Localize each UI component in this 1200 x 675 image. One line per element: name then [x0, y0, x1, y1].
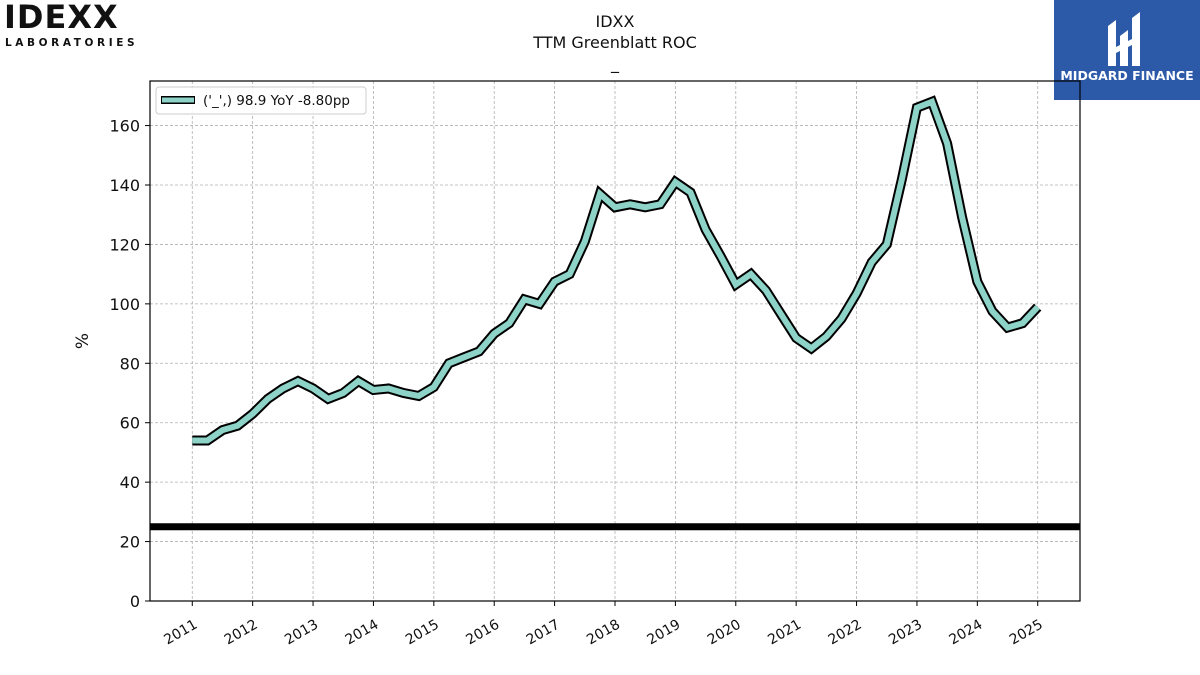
legend-box: [155, 86, 367, 115]
x-tick-label: 2019: [645, 617, 684, 649]
y-tick-label: 20: [120, 533, 140, 552]
x-tick-label: 2015: [403, 617, 442, 649]
chart-subtitle: _: [611, 54, 619, 73]
idexx-logo-wordmark: IDEXX: [4, 0, 119, 36]
y-axis: 0 20 40 60 80 100 120 140 160: [109, 117, 150, 611]
chart-title-ticker: IDXX: [595, 12, 635, 31]
x-tick-label: 2017: [524, 617, 563, 649]
legend-label: ('_',) 98.9 YoY -8.80pp: [203, 93, 350, 109]
midgard-finance-logo: MIDGARD FINANCE: [1054, 0, 1200, 100]
y-axis-label: %: [73, 333, 93, 349]
x-tick-label: 2016: [463, 617, 502, 649]
x-tick-label: 2023: [886, 617, 925, 649]
chart-title-block: IDXX TTM Greenblatt ROC _: [415, 11, 815, 74]
idexx-logo: IDEXX LABORATORIES: [4, 0, 154, 50]
x-tick-label: 2018: [584, 617, 623, 649]
y-tick-label: 120: [109, 235, 140, 254]
x-tick-label: 2022: [826, 617, 865, 649]
y-tick-label: 60: [120, 414, 140, 433]
x-tick-label: 2021: [765, 617, 804, 649]
y-tick-label: 0: [130, 592, 140, 611]
x-tick-label: 2011: [161, 617, 200, 649]
midgard-monogram-icon: [1108, 12, 1140, 66]
y-tick-label: 100: [109, 295, 140, 314]
x-tick-label: 2025: [1007, 617, 1046, 649]
x-axis: 2011 2012 2013 2014 2015 2016 2017 2018 2019 2020…: [161, 601, 1046, 649]
x-tick-label: 2020: [705, 617, 744, 649]
y-tick-label: 140: [109, 176, 140, 195]
y-tick-label: 160: [109, 117, 140, 136]
x-tick-label: 2012: [222, 617, 261, 649]
idexx-logo-subtitle: LABORATORIES: [5, 37, 139, 49]
y-tick-label: 40: [120, 473, 140, 492]
x-tick-label: 2014: [343, 617, 382, 649]
grid: [150, 81, 1080, 602]
x-tick-label: 2013: [282, 617, 321, 649]
legend: ('_',) 98.9 YoY -8.80pp: [155, 86, 367, 115]
chart-title-metric: TTM Greenblatt ROC: [533, 33, 697, 52]
series-layer: [192, 95, 1042, 446]
x-tick-label: 2024: [946, 617, 985, 649]
y-tick-label: 80: [120, 354, 140, 373]
midgard-logo-text: MIDGARD FINANCE: [1060, 68, 1194, 83]
